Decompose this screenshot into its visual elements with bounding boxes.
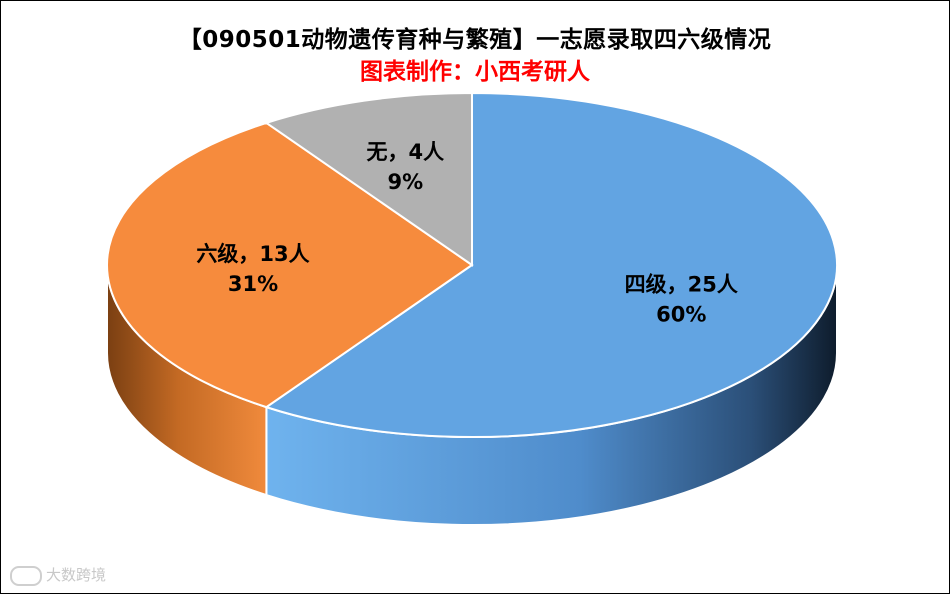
chart-subtitle: 图表制作：小西考研人: [360, 59, 590, 85]
watermark-logo-icon: [10, 565, 42, 586]
watermark: 大数跨境: [10, 564, 106, 586]
slice-percent-无: 9%: [387, 170, 423, 194]
slice-label-四级: 四级，25人: [625, 272, 738, 296]
slice-percent-六级: 31%: [228, 272, 278, 296]
pie-slice-四级: [264, 91, 838, 438]
slice-label-六级: 六级，13人: [196, 242, 309, 266]
chart-title: 【090501动物遗传育种与繁殖】一志愿录取四六级情况: [178, 27, 772, 53]
pie-slice-无: [264, 91, 473, 267]
pie-slice-六级: [106, 121, 474, 409]
slice-label-无: 无，4人: [366, 140, 444, 164]
slice-percent-四级: 60%: [656, 302, 706, 326]
watermark-text: 大数跨境: [46, 566, 107, 584]
